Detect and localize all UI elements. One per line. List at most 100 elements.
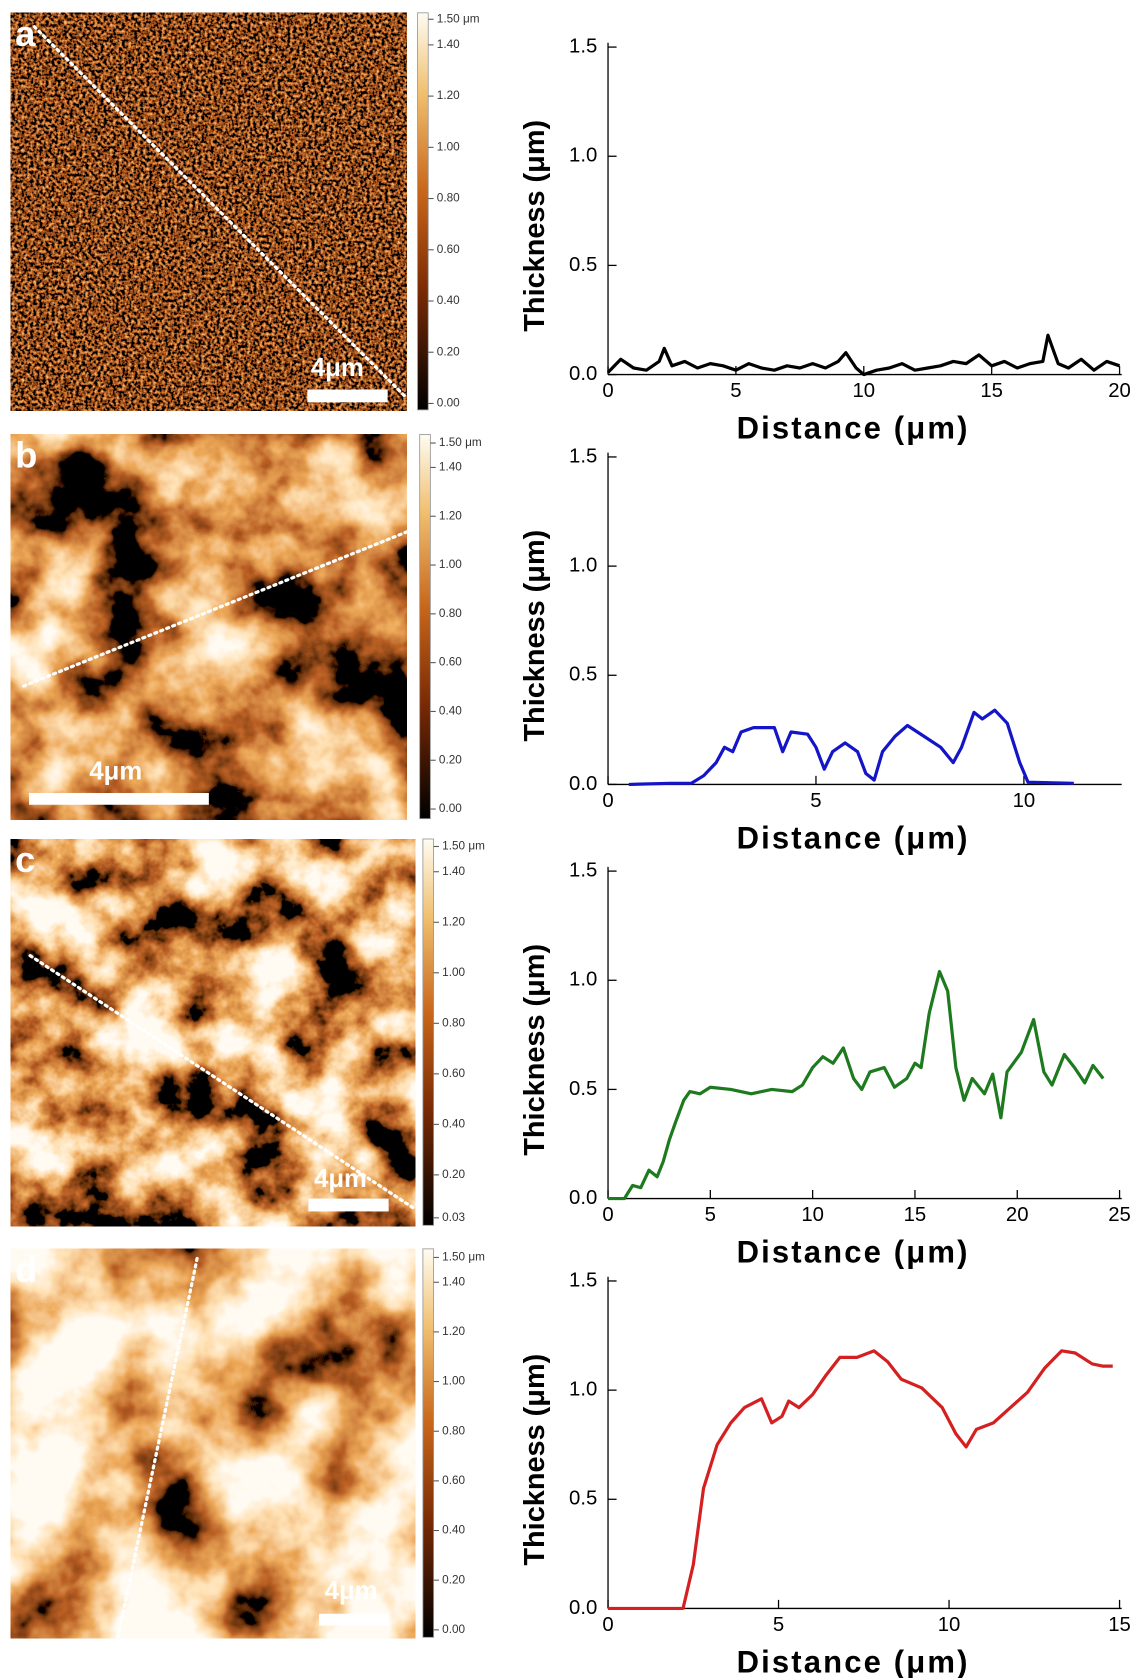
- colorbar-tick-label: 0.20: [442, 1573, 465, 1586]
- colorbar-tick-label: 1.00: [442, 1375, 465, 1388]
- y-tick-label: 1.0: [569, 554, 597, 576]
- scale-bar-label: 4μm: [325, 1577, 378, 1605]
- colorbar-tick-label: 0.40: [439, 705, 462, 718]
- x-tick-label: 15: [1108, 1614, 1131, 1636]
- profile-line: [28, 954, 418, 1211]
- colorbar-tick-label: 1.00: [442, 966, 465, 979]
- afm-image: [10, 12, 407, 411]
- y-axis-label: Thickness (μm): [519, 530, 551, 742]
- x-tick-label: 25: [1108, 1204, 1131, 1226]
- colorbar-tick-label: 1.40: [442, 1275, 465, 1288]
- x-tick-label: 10: [801, 1204, 824, 1226]
- x-axis-label: Distance (μm): [737, 1234, 970, 1269]
- x-tick-label: 5: [773, 1614, 784, 1636]
- y-tick-label: 0.5: [569, 254, 597, 276]
- x-tick-label: 20: [1006, 1204, 1029, 1226]
- x-tick-label: 0: [602, 380, 613, 402]
- colorbar-tick-label: 1.40: [442, 865, 465, 878]
- y-axis-label: Thickness (μm): [519, 120, 551, 332]
- colorbar-tick-label: 0.80: [442, 1424, 465, 1437]
- colorbar: [417, 12, 429, 411]
- profile-line: [32, 25, 409, 400]
- panel-label: c: [15, 839, 35, 880]
- colorbar-tick-label: 0.80: [442, 1016, 465, 1029]
- y-tick-label: 1.0: [569, 969, 597, 991]
- y-tick-label: 0.5: [569, 1078, 597, 1100]
- y-tick-label: 0.5: [569, 1488, 597, 1510]
- scale-bar: [319, 1613, 389, 1626]
- x-axis-label: Distance (μm): [737, 410, 970, 445]
- y-tick-label: 1.0: [569, 1379, 597, 1401]
- afm-image: [10, 1248, 416, 1639]
- x-tick-label: 5: [810, 790, 821, 812]
- colorbar-tick-label: 1.20: [437, 89, 460, 102]
- colorbar-tick-label: 1.40: [437, 38, 460, 51]
- colorbar-tick-label: 0.40: [437, 294, 460, 307]
- scale-bar-label: 4μm: [314, 1165, 367, 1193]
- colorbar-tick-label: 0.03: [442, 1211, 465, 1224]
- colorbar-tick-label: 0.80: [439, 607, 462, 620]
- colorbar-tick-label: 1.40: [439, 461, 462, 474]
- y-tick-label: 1.5: [569, 1269, 597, 1291]
- x-tick-label: 10: [852, 380, 875, 402]
- y-tick-label: 0.0: [569, 363, 597, 385]
- panel-label: a: [15, 13, 36, 54]
- x-tick-label: 20: [1108, 380, 1131, 402]
- colorbar: [422, 838, 435, 1226]
- y-tick-label: 1.0: [569, 145, 597, 167]
- x-tick-label: 5: [730, 380, 741, 402]
- colorbar-tick-label: 1.50 μm: [439, 436, 482, 449]
- colorbar: [422, 1248, 435, 1638]
- colorbar-tick-label: 0.60: [442, 1067, 465, 1080]
- colorbar-tick-label: 1.20: [442, 915, 465, 928]
- scale-bar: [307, 389, 388, 403]
- colorbar-tick-label: 0.60: [439, 656, 462, 669]
- x-axis-label: Distance (μm): [737, 1644, 970, 1678]
- afm-image: [10, 434, 407, 820]
- x-tick-label: 15: [980, 380, 1003, 402]
- y-tick-label: 1.5: [569, 445, 597, 467]
- colorbar-tick-label: 1.00: [439, 558, 462, 571]
- colorbar-tick-label: 0.20: [442, 1168, 465, 1181]
- profile-curve: [628, 708, 1074, 787]
- colorbar-tick-label: 0.40: [442, 1117, 465, 1130]
- y-tick-label: 0.0: [569, 1187, 597, 1209]
- profile-curve: [606, 333, 1121, 377]
- colorbar-tick-label: 0.60: [442, 1474, 465, 1487]
- profile-curve: [608, 1349, 1113, 1611]
- scale-bar-label: 4μm: [311, 354, 364, 382]
- scale-bar: [29, 792, 209, 805]
- colorbar-tick-label: 0.20: [437, 345, 460, 358]
- colorbar-tick-label: 1.50 μm: [442, 1251, 485, 1264]
- colorbar-tick-label: 0.60: [437, 243, 460, 256]
- profile-line: [22, 530, 409, 688]
- panel-label: d: [15, 1249, 37, 1290]
- x-tick-label: 10: [1013, 790, 1036, 812]
- scale-bar: [308, 1198, 389, 1212]
- y-tick-label: 1.5: [569, 35, 597, 57]
- scale-bar-label: 4μm: [89, 757, 142, 785]
- colorbar-tick-label: 0.00: [437, 397, 460, 410]
- colorbar-tick-label: 0.80: [437, 192, 460, 205]
- x-tick-label: 10: [938, 1614, 961, 1636]
- colorbar-tick-label: 1.20: [442, 1325, 465, 1338]
- colorbar-tick-label: 1.00: [437, 140, 460, 153]
- colorbar-tick-label: 0.20: [439, 753, 462, 766]
- x-tick-label: 5: [705, 1204, 716, 1226]
- colorbar-tick-label: 0.40: [442, 1524, 465, 1537]
- y-tick-label: 0.0: [569, 1597, 597, 1619]
- x-tick-label: 0: [602, 1614, 613, 1636]
- y-axis-label: Thickness (μm): [519, 944, 551, 1156]
- y-tick-label: 0.5: [569, 664, 597, 686]
- colorbar-tick-label: 1.50 μm: [442, 840, 485, 853]
- colorbar-tick-label: 0.00: [442, 1623, 465, 1636]
- colorbar-tick-label: 1.20: [439, 509, 462, 522]
- y-axis-label: Thickness (μm): [519, 1354, 551, 1566]
- colorbar: [419, 434, 431, 820]
- x-axis-label: Distance (μm): [737, 820, 970, 855]
- profile-curve: [608, 969, 1105, 1201]
- afm-image: [10, 839, 416, 1227]
- x-tick-label: 0: [602, 1204, 613, 1226]
